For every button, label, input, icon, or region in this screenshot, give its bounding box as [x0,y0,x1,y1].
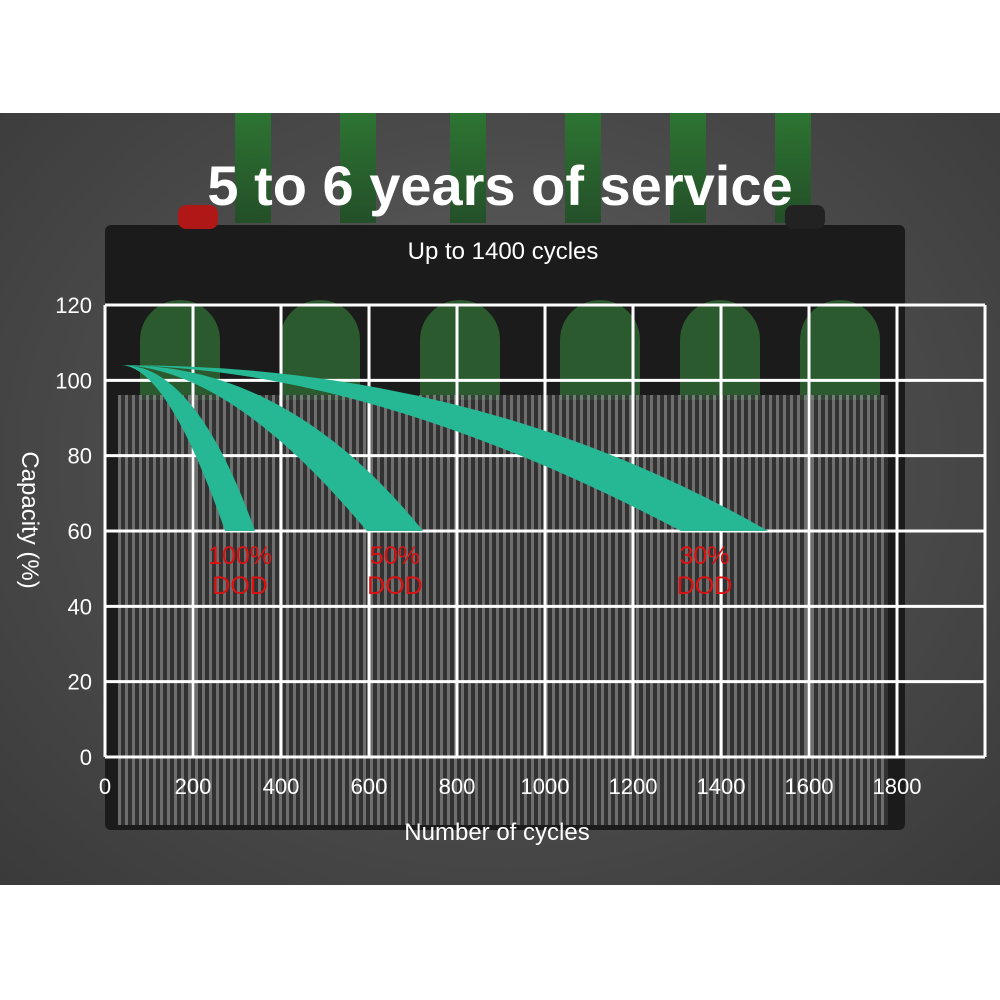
y-tick-label: 0 [80,745,92,770]
x-tick-label: 1000 [521,774,570,799]
y-tick-label: 60 [68,519,92,544]
y-tick-labels: 0 20 40 60 80 100 120 [55,293,92,770]
y-axis-label: Capacity (%) [16,451,43,588]
battery-cells [118,395,888,825]
dod-label-percent: 30% [679,542,729,570]
subtitle: Up to 1400 cycles [408,238,599,265]
positive-terminal [178,205,218,229]
y-tick-label: 20 [68,670,92,695]
x-tick-labels: 0 200 400 600 800 1000 1200 1400 1600 1800 [99,774,922,799]
glow [450,113,486,223]
x-tick-label: 1400 [697,774,746,799]
dod-label-percent: 50% [370,542,420,570]
x-axis-label: Number of cycles [404,819,589,846]
x-tick-label: 1200 [609,774,658,799]
x-tick-label: 200 [175,774,212,799]
x-tick-label: 0 [99,774,111,799]
dod-label-text: DOD [212,572,268,600]
x-tick-label: 400 [263,774,300,799]
negative-terminal [785,205,825,229]
glow [565,113,601,223]
bands [122,365,769,531]
glow [560,300,640,400]
x-tick-label: 600 [351,774,388,799]
glow [235,113,271,223]
band-50pct-dod [122,365,424,531]
band-30pct-dod [122,365,769,531]
dod-label-text: DOD [677,572,733,600]
glow [775,113,811,223]
x-tick-label: 1600 [785,774,834,799]
y-tick-label: 80 [68,444,92,469]
glow [670,113,706,223]
glow [800,300,880,400]
y-tick-label: 120 [55,293,92,318]
glow [420,300,500,400]
grid [103,303,987,759]
y-tick-label: 40 [68,594,92,619]
glow [340,113,376,223]
x-tick-label: 1800 [873,774,922,799]
x-tick-label: 800 [439,774,476,799]
y-tick-label: 100 [55,368,92,393]
dod-label-percent: 100% [208,542,272,570]
dod-label-text: DOD [367,572,423,600]
title: 5 to 6 years of service [207,154,792,217]
band-100pct-dod [122,365,256,531]
